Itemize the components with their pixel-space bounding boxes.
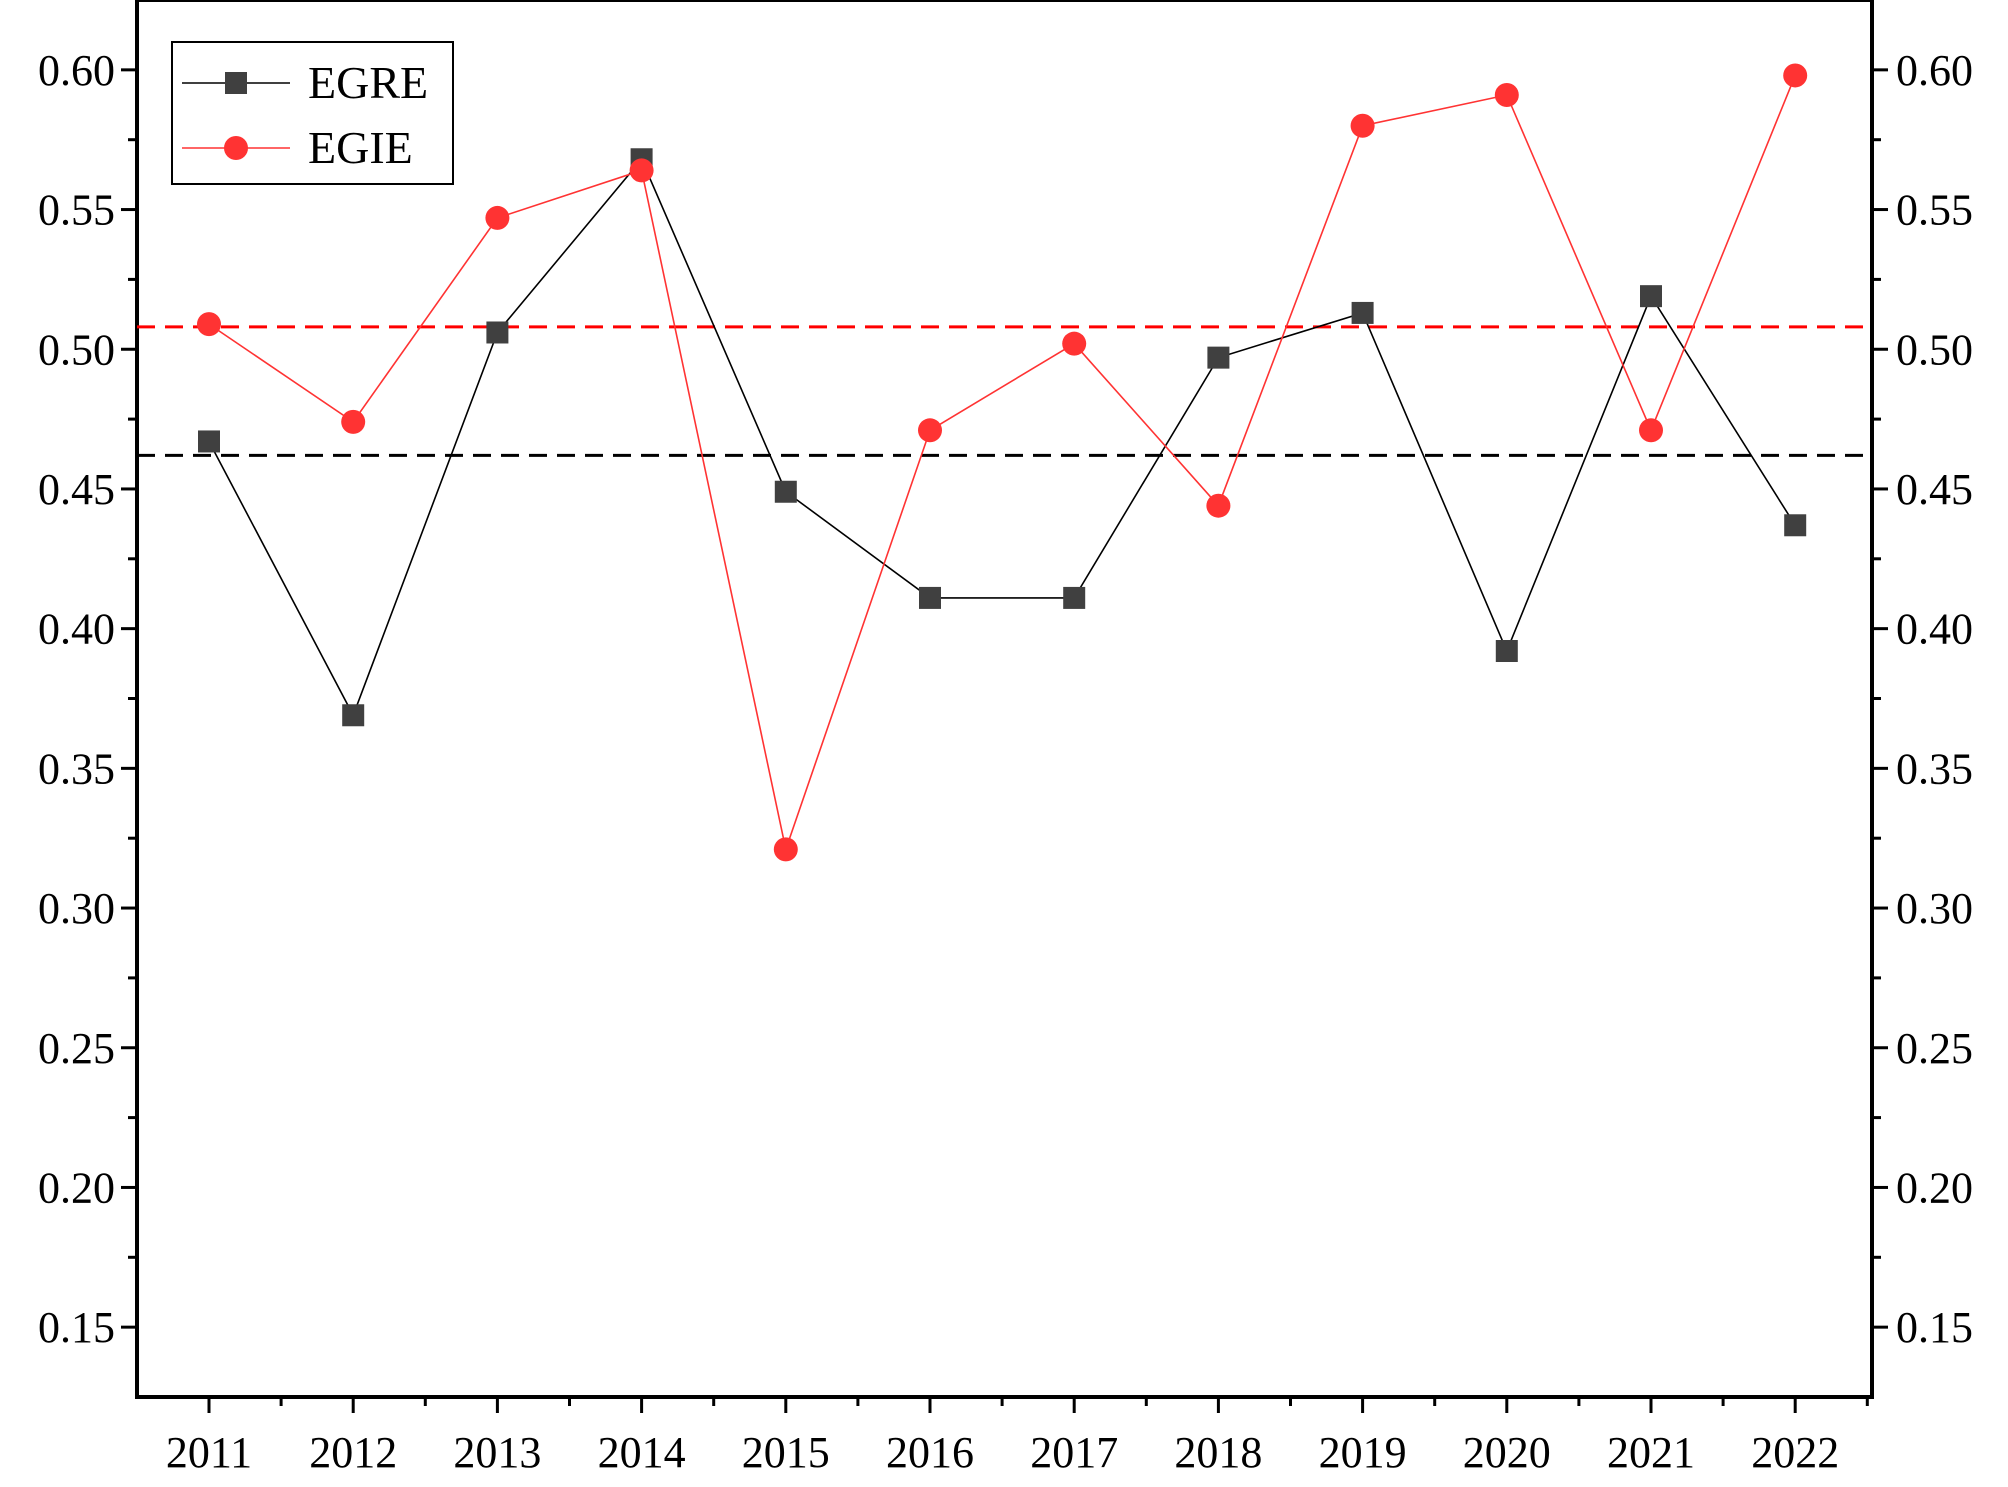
data-point-egre [198,430,220,453]
y-tick-label-left: 0.20 [38,1163,115,1212]
y-tick-label-right: 0.30 [1896,884,1973,933]
x-tick-label: 2012 [309,1428,397,1477]
x-tick-label: 2011 [166,1428,252,1477]
data-point-egie [341,409,366,434]
y-tick-label-right: 0.50 [1896,325,1973,374]
y-tick-label-right: 0.55 [1896,186,1973,235]
axis-ticks: 0.15 0.15 0.20 0.20 0.25 0.25 0.30 0.30 0.35 0.35… [38,46,1973,1477]
data-point-egre [1495,640,1518,663]
series-line-egre [208,157,1796,718]
x-tick-label: 2022 [1751,1428,1839,1477]
data-point-egre [1351,301,1374,324]
data-point-egie [1062,331,1087,356]
data-point-egre [919,586,941,609]
data-point-egre [1207,346,1230,369]
y-tick-label-left: 0.35 [38,744,115,793]
y-tick-label-left: 0.50 [38,325,115,374]
y-tick-label-right: 0.15 [1896,1303,1973,1352]
legend-label-egie: EGIE [308,122,413,173]
data-point-egre [1784,514,1807,537]
y-tick-label-left: 0.30 [38,884,115,933]
legend: EGRE EGIE [171,41,454,185]
data-point-egie [1639,418,1663,443]
y-tick-label-right: 0.20 [1896,1163,1973,1212]
y-tick-label-left: 0.15 [38,1303,115,1352]
y-tick-label-left: 0.25 [38,1024,115,1073]
data-point-egie [1206,493,1231,518]
x-tick-label: 2015 [742,1428,830,1477]
series-layer [197,63,1808,862]
plot-frame [135,0,1874,1399]
x-tick-label: 2018 [1174,1428,1262,1477]
x-tick-label: 2014 [598,1428,686,1477]
data-point-egie [197,312,221,337]
x-tick-label: 2020 [1463,1428,1551,1477]
data-point-egre [774,480,797,503]
legend-box [171,41,454,185]
data-point-egre [486,321,509,344]
y-tick-label-right: 0.60 [1896,46,1973,95]
x-tick-label: 2019 [1319,1428,1407,1477]
data-point-egre [1063,586,1086,609]
x-tick-label: 2013 [453,1428,541,1477]
data-point-egie [773,837,798,862]
y-tick-label-left: 0.40 [38,605,115,654]
x-tick-label: 2021 [1607,1428,1695,1477]
legend-marker-egie [224,136,248,160]
data-point-egie [485,205,510,230]
data-point-egie [1783,63,1808,88]
x-tick-label: 2016 [886,1428,974,1477]
series-line-egie [208,75,1796,853]
y-tick-label-left: 0.45 [38,465,115,514]
x-tick-label: 2017 [1030,1428,1118,1477]
y-tick-label-right: 0.25 [1896,1024,1973,1073]
data-point-egie [1494,82,1519,107]
y-tick-label-right: 0.35 [1896,744,1973,793]
data-point-egie [1350,113,1375,138]
data-point-egie [918,418,942,443]
y-tick-label-right: 0.45 [1896,465,1973,514]
y-tick-label-right: 0.40 [1896,605,1973,654]
data-point-egre [342,704,365,727]
data-point-egre [1640,285,1662,308]
legend-marker-egre [225,72,247,94]
reference-lines [137,325,1872,457]
y-tick-label-left: 0.55 [38,186,115,235]
legend-label-egre: EGRE [308,57,428,108]
data-point-egie [629,158,654,183]
y-tick-label-left: 0.60 [38,46,115,95]
